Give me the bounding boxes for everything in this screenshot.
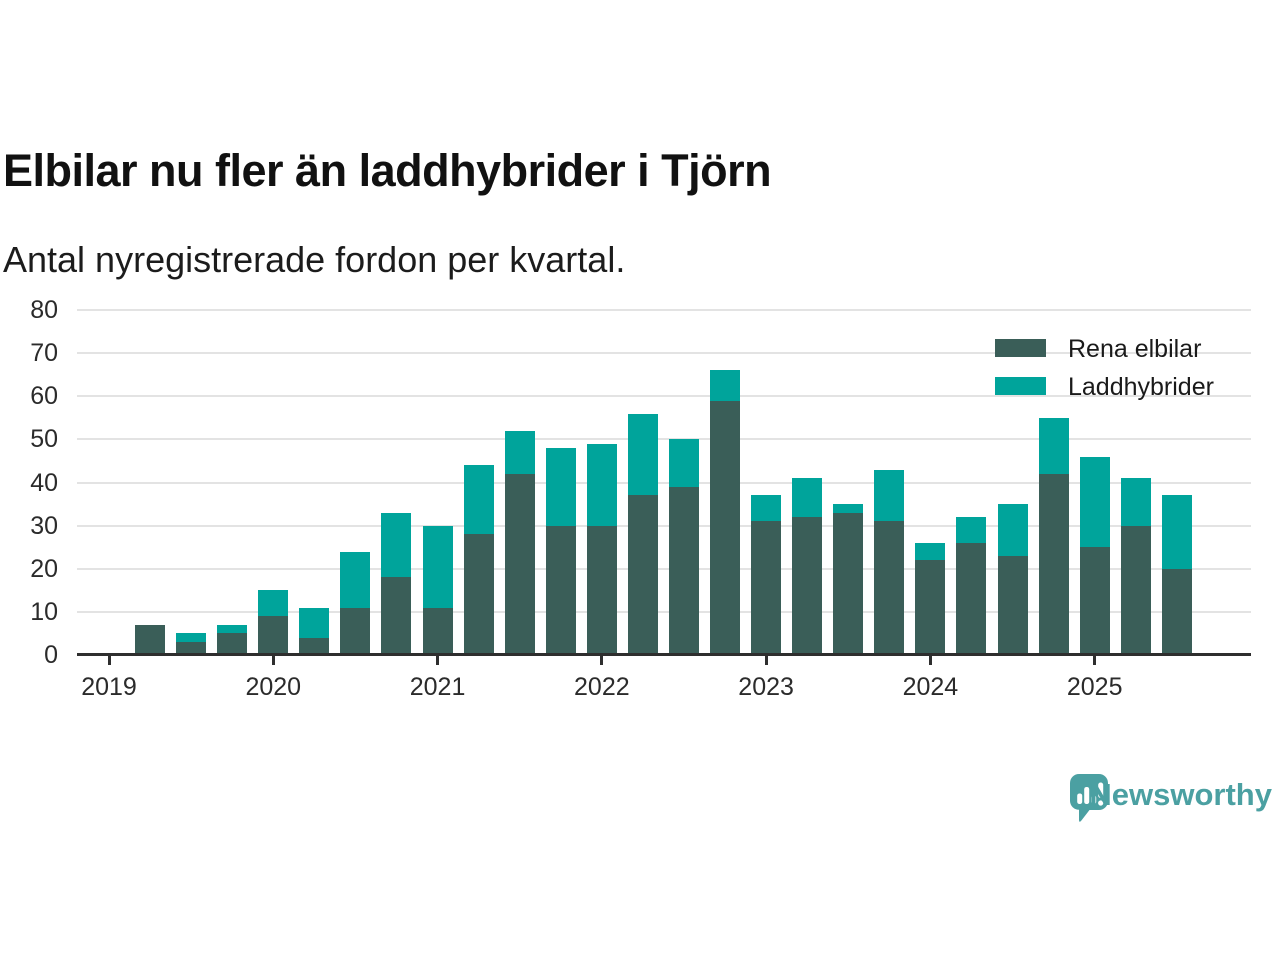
- x-axis-tick-2024: [928, 655, 932, 665]
- bar-2019-q3-elbilar: [176, 642, 207, 655]
- bar-2022-q4-laddhybrid: [710, 370, 741, 401]
- gridline-50: [77, 438, 1251, 441]
- bar-2022-q2-elbilar: [627, 495, 658, 655]
- chart-subtitle: Antal nyregistrerade fordon per kvartal.: [3, 239, 626, 280]
- gridline-70: [77, 352, 1251, 355]
- bar-2020-q3-elbilar: [340, 607, 371, 655]
- bar-2020-q1-elbilar: [258, 616, 289, 655]
- newsworthy-logo-icon: [1070, 774, 1108, 822]
- bar-2020-q3-laddhybrid: [340, 551, 371, 608]
- bar-2023-q2-laddhybrid: [792, 478, 823, 517]
- x-axis-tick-2020: [271, 655, 275, 665]
- y-axis-label-0: 0: [44, 641, 58, 669]
- gridline-10: [77, 610, 1251, 613]
- bar-2022-q1-laddhybrid: [586, 443, 617, 526]
- bar-2023-q3-elbilar: [833, 512, 864, 655]
- bar-2022-q2-laddhybrid: [627, 413, 658, 496]
- x-axis-label-2021: 2021: [409, 673, 466, 701]
- gridline-20: [77, 567, 1251, 570]
- gridline-30: [77, 524, 1251, 527]
- x-axis-label-2025: 2025: [1066, 673, 1123, 701]
- bar-2025-q2-laddhybrid: [1120, 478, 1151, 526]
- y-axis-label-40: 40: [30, 468, 58, 497]
- bar-2023-q4-laddhybrid: [874, 469, 905, 522]
- bar-2021-q2-laddhybrid: [463, 465, 494, 535]
- bar-2019-q2-elbilar: [135, 624, 166, 655]
- bar-2021-q3-elbilar: [504, 473, 535, 655]
- bar-2025-q3-laddhybrid: [1161, 495, 1192, 569]
- y-axis-label-50: 50: [30, 425, 58, 454]
- bar-2020-q4-laddhybrid: [381, 512, 412, 578]
- y-axis-label-70: 70: [30, 339, 58, 368]
- bar-2025-q3-elbilar: [1161, 568, 1192, 655]
- bar-2024-q3-laddhybrid: [997, 504, 1028, 556]
- bar-2022-q3-elbilar: [668, 486, 699, 655]
- bar-2020-q4-elbilar: [381, 577, 412, 655]
- bar-2025-q1-laddhybrid: [1079, 456, 1110, 548]
- bar-2019-q4-laddhybrid: [217, 624, 248, 634]
- x-axis-tick-2025: [1093, 655, 1097, 665]
- x-axis-label-2019: 2019: [81, 673, 137, 701]
- bar-2019-q3-laddhybrid: [176, 633, 207, 643]
- bar-2024-q2-laddhybrid: [956, 517, 987, 543]
- legend-label-rena-elbilar: Rena elbilar: [1068, 335, 1202, 363]
- y-axis-label-30: 30: [30, 511, 58, 540]
- gridline-80: [77, 309, 1251, 311]
- bar-2023-q2-elbilar: [792, 517, 823, 655]
- y-axis-label-20: 20: [30, 554, 58, 583]
- brand-wordmark: Newsworthy: [1089, 777, 1272, 812]
- bar-2024-q2-elbilar: [956, 542, 987, 655]
- gridline-60: [77, 395, 1251, 398]
- y-axis-label-10: 10: [30, 597, 58, 626]
- bar-2021-q2-elbilar: [463, 534, 494, 655]
- y-axis-label-60: 60: [30, 382, 58, 411]
- bar-2024-q4-laddhybrid: [1038, 417, 1069, 474]
- x-axis-label-2022: 2022: [574, 673, 630, 701]
- bar-2021-q4-elbilar: [545, 525, 576, 655]
- bar-2025-q1-elbilar: [1079, 547, 1110, 655]
- y-axis-label-80: 80: [30, 296, 58, 324]
- bar-2022-q4-elbilar: [710, 400, 741, 655]
- x-axis-tick-2022: [600, 655, 604, 665]
- x-axis-label-2024: 2024: [902, 673, 959, 701]
- x-axis-line: [77, 652, 1251, 656]
- bar-2022-q3-laddhybrid: [668, 439, 699, 487]
- bar-2025-q2-elbilar: [1120, 525, 1151, 655]
- bar-2023-q3-laddhybrid: [833, 504, 864, 513]
- chart-title: Elbilar nu fler än laddhybrider i Tjörn: [3, 145, 772, 196]
- bar-2020-q2-elbilar: [299, 637, 330, 655]
- bar-2021-q3-laddhybrid: [504, 430, 535, 474]
- x-axis-label-2023: 2023: [738, 673, 794, 701]
- x-axis-tick-2019: [107, 655, 111, 665]
- bar-2019-q4-elbilar: [217, 633, 248, 655]
- bar-2024-q1-laddhybrid: [915, 542, 946, 561]
- x-axis-tick-2023: [764, 655, 768, 665]
- bar-2024-q3-elbilar: [997, 555, 1028, 655]
- bar-2023-q1-laddhybrid: [751, 495, 782, 522]
- gridline-40: [77, 481, 1251, 484]
- legend-label-laddhybrider: Laddhybrider: [1068, 373, 1214, 401]
- bar-2020-q1-laddhybrid: [258, 590, 289, 617]
- bar-2021-q1-elbilar: [422, 607, 453, 655]
- bar-2020-q2-laddhybrid: [299, 607, 330, 638]
- bar-2024-q1-elbilar: [915, 560, 946, 655]
- x-axis-tick-2021: [436, 655, 440, 665]
- x-axis-label-2020: 2020: [245, 673, 302, 701]
- bar-2021-q4-laddhybrid: [545, 448, 576, 526]
- legend-swatch-laddhybrider: [995, 377, 1046, 395]
- bar-2021-q1-laddhybrid: [422, 525, 453, 608]
- legend-swatch-rena-elbilar: [995, 339, 1046, 357]
- bar-2022-q1-elbilar: [586, 525, 617, 655]
- bar-2024-q4-elbilar: [1038, 473, 1069, 655]
- bar-2023-q1-elbilar: [751, 521, 782, 655]
- bar-2023-q4-elbilar: [874, 521, 905, 655]
